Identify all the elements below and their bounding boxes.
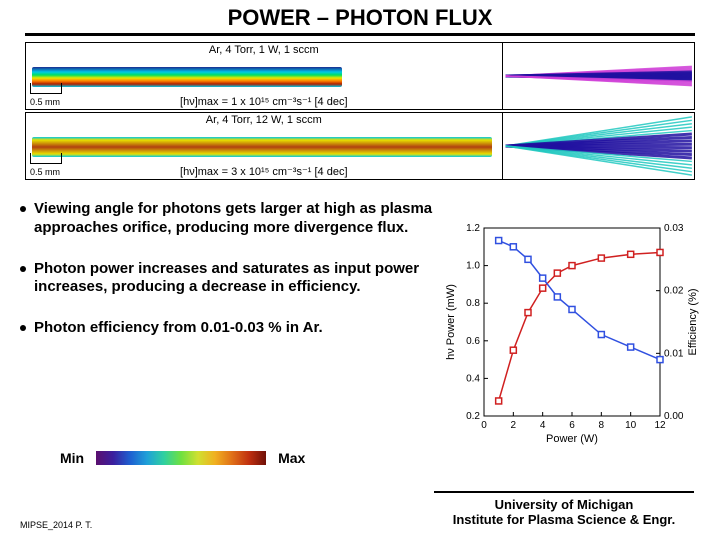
sim1-scale: 0.5 mm bbox=[30, 97, 60, 107]
svg-text:1.2: 1.2 bbox=[466, 223, 480, 234]
bullet-3: Photon efficiency from 0.01-0.03 % in Ar… bbox=[20, 319, 450, 338]
svg-text:0.01: 0.01 bbox=[664, 348, 684, 359]
svg-text:0.2: 0.2 bbox=[466, 411, 480, 422]
svg-text:0.02: 0.02 bbox=[664, 286, 684, 297]
sim1-top-label: Ar, 4 Torr, 1 W, 1 sccm bbox=[209, 44, 319, 56]
legend-min: Min bbox=[60, 450, 84, 466]
sim1-plasma bbox=[32, 67, 342, 87]
legend-max: Max bbox=[278, 450, 305, 466]
svg-text:Power (W): Power (W) bbox=[546, 433, 598, 445]
svg-text:hν Power (mW): hν Power (mW) bbox=[445, 284, 457, 360]
bullet-2: Photon power increases and saturates as … bbox=[20, 260, 450, 298]
simulation-panel-2: Ar, 4 Torr, 12 W, 1 sccm [hν]max = 3 x 1… bbox=[25, 112, 695, 180]
svg-text:4: 4 bbox=[540, 420, 546, 431]
sim1-bottom-label: [hν]max = 1 x 10¹⁵ cm⁻³s⁻¹ [4 dec] bbox=[180, 95, 347, 108]
power-efficiency-chart: 0246810120.20.40.60.81.01.20.000.010.020… bbox=[442, 220, 702, 446]
svg-text:2: 2 bbox=[511, 420, 517, 431]
footer-affiliation: University of Michigan Institute for Pla… bbox=[434, 491, 694, 528]
svg-text:0.4: 0.4 bbox=[466, 373, 480, 384]
svg-text:8: 8 bbox=[599, 420, 605, 431]
sim2-scale: 0.5 mm bbox=[30, 167, 60, 177]
sim2-top-label: Ar, 4 Torr, 12 W, 1 sccm bbox=[206, 114, 322, 126]
sim2-plasma bbox=[32, 137, 492, 157]
svg-text:0.8: 0.8 bbox=[466, 298, 480, 309]
svg-text:10: 10 bbox=[625, 420, 637, 431]
footer-line2: Institute for Plasma Science & Engr. bbox=[434, 512, 694, 528]
sim2-bottom-label: [hν]max = 3 x 10¹⁵ cm⁻³s⁻¹ [4 dec] bbox=[180, 165, 347, 178]
svg-text:0: 0 bbox=[481, 420, 487, 431]
svg-text:6: 6 bbox=[569, 420, 575, 431]
colormap-legend: Min Max bbox=[60, 450, 305, 466]
rainbow-bar bbox=[96, 451, 266, 465]
title-divider bbox=[25, 33, 695, 36]
svg-text:1.0: 1.0 bbox=[466, 261, 480, 272]
footer-line1: University of Michigan bbox=[434, 497, 694, 513]
svg-text:Efficiency (%): Efficiency (%) bbox=[687, 288, 699, 355]
bullet-list: Viewing angle for photons gets larger at… bbox=[20, 200, 450, 338]
svg-text:0.6: 0.6 bbox=[466, 336, 480, 347]
footer-citation: MIPSE_2014 P. T. bbox=[20, 520, 92, 530]
sim1-rays bbox=[503, 43, 694, 109]
svg-text:0.00: 0.00 bbox=[664, 411, 684, 422]
bullet-1: Viewing angle for photons gets larger at… bbox=[20, 200, 450, 238]
simulation-panel-1: Ar, 4 Torr, 1 W, 1 sccm [hν]max = 1 x 10… bbox=[25, 42, 695, 110]
page-title: POWER – PHOTON FLUX bbox=[0, 0, 720, 31]
svg-text:0.03: 0.03 bbox=[664, 223, 684, 234]
sim2-rays bbox=[503, 113, 694, 179]
